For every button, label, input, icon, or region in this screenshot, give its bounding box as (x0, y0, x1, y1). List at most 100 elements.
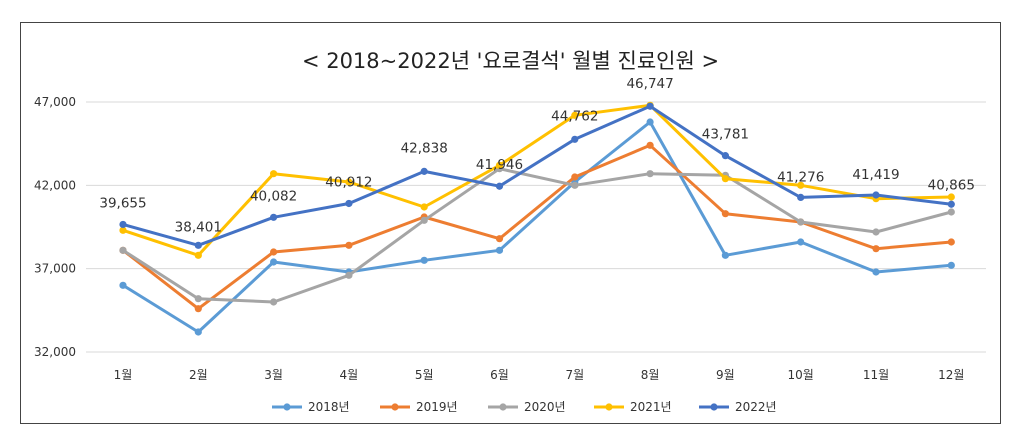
data-point (420, 256, 428, 264)
data-label: 43,781 (702, 127, 749, 143)
data-point (495, 161, 504, 169)
legend-marker (710, 403, 718, 411)
legend-item: 2021년 (594, 400, 672, 414)
legend-marker (283, 403, 291, 411)
data-point (495, 246, 504, 254)
series-4 (119, 102, 955, 249)
legend-label: 2018년 (308, 400, 350, 414)
data-point (721, 175, 730, 183)
data-point (571, 135, 579, 143)
data-point (797, 181, 805, 189)
data-point (270, 248, 278, 256)
legend-marker (605, 403, 613, 411)
data-label: 41,946 (476, 157, 523, 173)
data-point (270, 258, 278, 266)
y-tick-label: 47,000 (34, 95, 76, 109)
data-point (119, 226, 127, 234)
data-point (646, 102, 654, 110)
legend-label: 2020년 (524, 400, 566, 414)
legend-label: 2019년 (416, 400, 458, 414)
x-tick-label: 4월 (340, 368, 359, 382)
legend-item: 2022년 (699, 400, 777, 414)
data-point (721, 251, 730, 259)
data-point (194, 295, 202, 303)
data-point (872, 228, 880, 236)
chart-frame: < 2018~2022년 '요로결석' 월별 진료인원 > (20, 22, 1001, 424)
x-tick-label: 5월 (415, 368, 434, 382)
data-point (119, 281, 127, 289)
data-point (420, 167, 428, 175)
data-point (872, 245, 880, 253)
data-point (194, 305, 202, 313)
data-label: 38,401 (175, 219, 222, 235)
data-label: 40,912 (325, 174, 372, 190)
x-tick-label: 9월 (716, 368, 735, 382)
series-2 (119, 165, 955, 306)
x-tick-label: 11월 (863, 368, 889, 382)
data-point (721, 152, 730, 160)
x-tick-label: 12월 (938, 368, 964, 382)
data-point (119, 220, 127, 229)
data-point (797, 193, 805, 201)
data-label: 46,747 (626, 76, 673, 92)
x-tick-label: 8월 (641, 368, 660, 382)
data-point (721, 210, 730, 218)
data-label: 40,082 (250, 188, 297, 204)
x-tick-label: 1월 (114, 368, 133, 382)
legend-item: 2018년 (272, 400, 350, 414)
legend-item: 2020년 (488, 400, 566, 414)
chart-title: < 2018~2022년 '요로결석' 월별 진료인원 > (301, 49, 720, 73)
data-point (872, 268, 880, 276)
data-point (270, 298, 278, 306)
data-point (947, 193, 955, 201)
series-3 (119, 101, 955, 259)
y-tick-label: 42,000 (34, 178, 76, 192)
data-point (571, 173, 579, 181)
data-point (646, 118, 654, 126)
series-line (121, 143, 953, 311)
legend-label: 2022년 (735, 400, 777, 414)
legend-label: 2021년 (630, 400, 672, 414)
data-label: 44,762 (551, 108, 598, 124)
data-point (194, 241, 202, 249)
series-line (121, 104, 953, 247)
series-line (121, 120, 953, 334)
data-point (571, 181, 579, 189)
data-point (119, 246, 127, 254)
data-point (947, 200, 955, 208)
x-tick-label: 7월 (565, 368, 584, 382)
legend-marker (391, 403, 399, 411)
data-label: 40,865 (928, 177, 975, 193)
legend-marker (499, 403, 507, 411)
data-point (797, 218, 805, 226)
data-point (947, 261, 955, 269)
data-point (345, 241, 353, 249)
data-point (495, 235, 504, 243)
series-line (121, 103, 953, 257)
data-point (646, 141, 654, 149)
data-point (345, 199, 353, 208)
data-point (872, 191, 880, 199)
data-point (797, 238, 805, 246)
data-point (947, 238, 955, 246)
series-line (121, 167, 953, 304)
x-tick-label: 10월 (788, 368, 814, 382)
x-tick-label: 6월 (490, 368, 509, 382)
data-point (420, 203, 428, 211)
x-tick-label: 3월 (264, 368, 283, 382)
data-point (947, 208, 955, 216)
data-point (420, 216, 428, 224)
data-label: 39,655 (99, 195, 146, 211)
data-point (194, 328, 202, 336)
data-point (495, 182, 504, 190)
data-point (345, 271, 353, 279)
data-point (646, 170, 654, 178)
data-point (270, 170, 278, 178)
series-1 (119, 141, 955, 313)
data-label: 41,276 (777, 169, 824, 185)
data-label: 41,419 (852, 167, 899, 183)
data-label: 42,838 (401, 140, 448, 156)
y-tick-label: 32,000 (34, 345, 76, 359)
x-tick-label: 2월 (189, 368, 208, 382)
